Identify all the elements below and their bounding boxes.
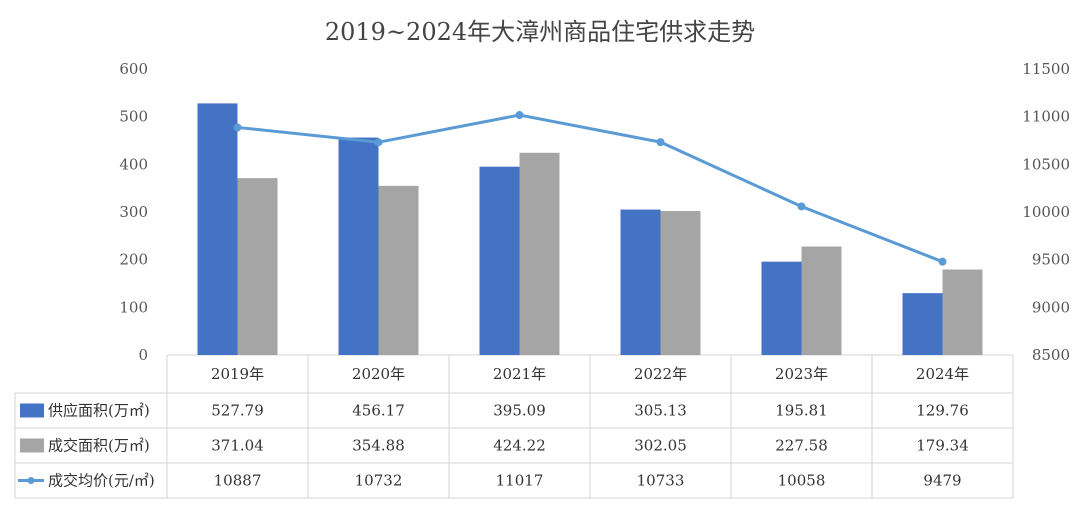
table-value: 354.88 [352,437,405,455]
chart-title: 2019~2024年大漳州商品住宅供求走势 [324,18,756,46]
table-value: 9479 [923,472,961,490]
price-point [515,111,524,120]
legend-key [20,403,44,418]
category-label: 2019年 [211,365,264,383]
table-value: 10733 [637,472,685,490]
table-value: 527.79 [211,402,264,420]
category-label: 2024年 [916,365,969,383]
price-point [797,202,806,211]
right-tick-label: 10000 [1022,203,1070,221]
price-point [233,123,242,132]
right-tick-label: 9500 [1032,251,1070,269]
legend-label: 成交面积(万㎡) [48,437,150,455]
legend-key-marker [27,477,35,484]
bar-supply [197,103,238,355]
table-value: 456.17 [352,402,405,420]
bar-supply [902,293,943,355]
right-tick-label: 8500 [1032,346,1070,364]
left-tick-label: 300 [119,203,148,221]
left-tick-label: 400 [119,155,148,173]
bar-deal [942,269,983,355]
table-value: 10058 [778,472,826,490]
category-label: 2022年 [634,365,687,383]
left-tick-label: 600 [119,60,148,78]
table-value: 129.76 [916,402,969,420]
bar-supply [761,261,802,355]
right-tick-label: 10500 [1022,155,1070,173]
bar-deal [237,178,278,355]
bar-deal [519,152,560,355]
left-tick-label: 500 [119,108,148,126]
price-point [938,257,947,266]
table-value: 10887 [214,472,262,490]
price-line-path [237,113,944,264]
table-value: 302.05 [634,437,687,455]
bar-deal [660,211,701,355]
left-tick-label: 200 [119,251,148,269]
left-tick-label: 100 [119,298,148,316]
left-axis: 0 100 200 300 400 500 600 [119,60,148,364]
right-tick-label: 9000 [1032,298,1070,316]
price-point [374,138,383,147]
legend-key [20,438,44,453]
category-label: 2023年 [775,365,828,383]
legend-label: 成交均价(元/㎡) [48,472,155,490]
right-axis: 8500 9000 9500 10000 10500 11000 11500 [1022,60,1070,364]
price-point [656,138,665,147]
bar-supply [620,209,661,355]
bar-supply [479,166,520,355]
bar-supply [338,137,379,355]
category-label: 2021年 [493,365,546,383]
table-value: 11017 [496,472,544,490]
data-table-grid [14,354,1014,499]
category-label: 2020年 [352,365,405,383]
table-value: 371.04 [211,437,264,455]
table-value: 10732 [355,472,403,490]
table-value: 305.13 [634,402,687,420]
right-tick-label: 11000 [1022,108,1070,126]
table-value: 227.58 [775,437,828,455]
table-value: 424.22 [493,437,546,455]
table-value: 179.34 [916,437,969,455]
right-tick-label: 11500 [1022,60,1070,78]
table-value: 395.09 [493,402,546,420]
bar-deal [378,185,419,355]
price-line [233,111,947,266]
legend-label: 供应面积(万㎡) [48,402,150,420]
table-value: 195.81 [775,402,828,420]
bar-deal [801,246,842,355]
bars [197,103,983,355]
left-tick-label: 0 [138,346,148,364]
